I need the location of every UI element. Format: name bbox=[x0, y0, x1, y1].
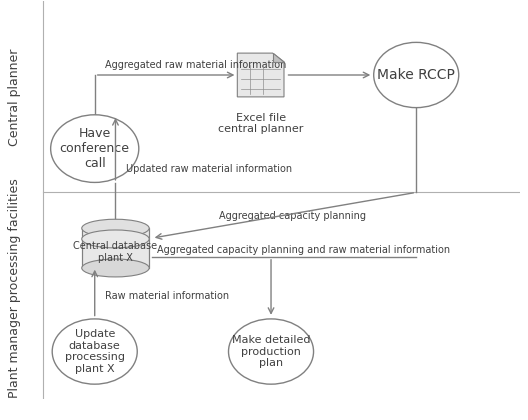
Text: Central database
plant X: Central database plant X bbox=[73, 241, 157, 263]
Polygon shape bbox=[272, 53, 284, 62]
Circle shape bbox=[51, 115, 139, 182]
Text: Updated raw material information: Updated raw material information bbox=[126, 165, 292, 174]
Ellipse shape bbox=[82, 230, 149, 248]
Circle shape bbox=[229, 319, 314, 384]
Text: Central planner: Central planner bbox=[8, 48, 21, 146]
Polygon shape bbox=[237, 53, 284, 97]
Text: Aggregated capacity planning: Aggregated capacity planning bbox=[219, 211, 366, 221]
Text: Make detailed
production
plan: Make detailed production plan bbox=[232, 335, 310, 368]
Text: Make RCCP: Make RCCP bbox=[378, 68, 455, 82]
Ellipse shape bbox=[82, 259, 149, 277]
Text: Raw material information: Raw material information bbox=[105, 291, 229, 301]
Text: Plant manager processing facilities: Plant manager processing facilities bbox=[8, 178, 21, 398]
Text: Excel file
central planner: Excel file central planner bbox=[218, 113, 304, 134]
Text: Aggregated raw material information: Aggregated raw material information bbox=[105, 60, 287, 70]
Text: Update
database
processing
plant X: Update database processing plant X bbox=[65, 329, 125, 374]
Circle shape bbox=[374, 42, 459, 108]
Ellipse shape bbox=[82, 219, 149, 237]
Text: Aggregated capacity planning and raw material information: Aggregated capacity planning and raw mat… bbox=[157, 245, 450, 255]
FancyBboxPatch shape bbox=[82, 228, 149, 268]
Text: Have
conference
call: Have conference call bbox=[60, 127, 130, 170]
Circle shape bbox=[52, 319, 137, 384]
